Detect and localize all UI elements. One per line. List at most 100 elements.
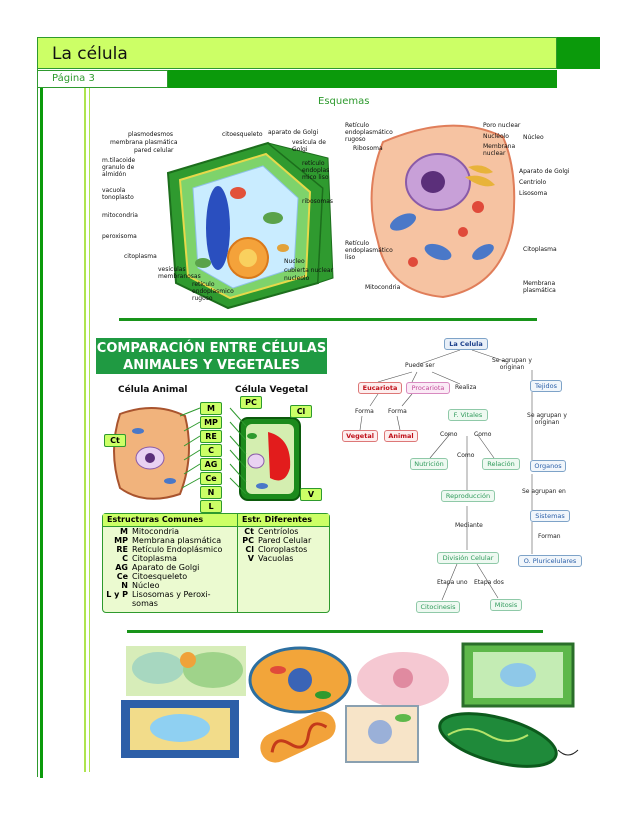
row-name: Pared Celular — [258, 536, 312, 545]
node-division-celular: División Celular — [437, 552, 499, 564]
collage-plant-cell-blue — [121, 700, 239, 758]
table-row: V Vacuolas — [240, 554, 294, 563]
label-membranosas: membranosas — [158, 273, 201, 280]
table-row: PC Pared Celular — [240, 536, 311, 545]
label-etapa-dos: Etapa dos — [474, 579, 504, 586]
label-se-agrupan-originan: Se agrupan y originan — [492, 357, 532, 371]
box-ct: Ct — [104, 434, 126, 447]
label-vesiculas: vesículas — [158, 266, 186, 273]
node-tejidos: Tejidos — [530, 380, 562, 392]
row-name: Núcleo — [132, 581, 160, 590]
animal-cell-diagram: Retículo endoplasmático rugoso Ribosoma … — [343, 112, 570, 302]
label-centriolo: Centriolo — [519, 179, 547, 186]
node-sistemas: Sistemas — [530, 510, 570, 522]
label-membrana-plasmatica-1: Membrana — [523, 280, 556, 287]
label-mediante: Mediante — [455, 522, 483, 529]
label-mitocondria: mitocondria — [102, 212, 138, 219]
box-pc: PC — [240, 396, 262, 409]
label-membrana-nuclear-1: Membrana — [483, 143, 516, 150]
structures-table: Estructuras Comunes Estr. Diferentes — [102, 513, 330, 613]
node-reproduccion: Reproducción — [441, 490, 495, 502]
box-mp: MP — [200, 416, 222, 429]
label-forma-1: Forma — [355, 408, 374, 415]
row-abbr: Ce — [116, 572, 128, 581]
label-ribosomas: ribosomas — [302, 198, 334, 205]
row-name: Cloroplastos — [258, 545, 308, 554]
row-name: Vacuolas — [258, 554, 294, 563]
table-row: RE Retículo Endoplásmico — [104, 545, 222, 554]
row-name: somas — [132, 599, 158, 608]
label-mico-liso: mico liso — [302, 174, 329, 181]
margin-rule-thin — [89, 88, 90, 772]
table-row: C Citoplasma — [104, 554, 177, 563]
concept-map-connectors — [359, 349, 533, 601]
label-como-3: Como — [457, 452, 475, 459]
label-vesicula-de: vesícula de — [292, 139, 326, 146]
common-header: Estructuras Comunes — [103, 514, 238, 527]
node-procariota: Procariota — [406, 382, 450, 394]
label-vacuola: vacuola — [102, 187, 126, 194]
label-ribosoma: Ribosoma — [353, 145, 383, 152]
cell-image-collage — [121, 642, 579, 768]
section-divider-2 — [127, 630, 543, 633]
row-abbr: C — [122, 554, 128, 563]
row-abbr: RE — [116, 545, 128, 554]
node-animal: Animal — [384, 430, 418, 442]
label-puede-ser: Puede ser — [405, 362, 435, 369]
table-row: Cl Cloroplastos — [240, 545, 307, 554]
label-ret-rugoso-2: endoplasmático — [345, 129, 393, 136]
label-se-agrupan-en: Se agrupan en — [522, 488, 566, 495]
plant-cell-label: Célula Vegetal — [235, 385, 309, 395]
collage-plant-cell-green — [461, 642, 575, 708]
label-citoplasma: citoplasma — [124, 253, 157, 260]
page-number: Página 3 — [52, 73, 95, 84]
row-name: Citoesqueleto — [132, 572, 188, 581]
node-la-celula: La Celula — [444, 338, 488, 350]
box-n: N — [200, 486, 222, 499]
box-l: L — [200, 500, 222, 513]
label-etapa-uno: Etapa uno — [437, 579, 468, 586]
label-reticulo-rugoso-3: rugoso — [192, 295, 213, 302]
section-heading: Esquemas — [318, 96, 370, 107]
animal-cell-illustration — [370, 124, 516, 299]
box-re: RE — [200, 430, 222, 443]
page-number-box: Página 3 — [37, 70, 168, 88]
margin-rule — [84, 88, 86, 772]
box-c: C — [200, 444, 222, 457]
collage-plant-cells-top-left — [126, 646, 246, 696]
table-row: Ce Citoesqueleto — [104, 572, 187, 581]
label-reticulo: retículo — [302, 160, 325, 167]
label-lisosoma: Lisosoma — [519, 190, 548, 197]
label-poro-nuclear: Poro nuclear — [483, 122, 521, 129]
box-v: V — [300, 488, 322, 501]
label-membrana-plasmatica-2: plasmática — [523, 287, 556, 294]
collage-animal-cell-top — [248, 646, 352, 714]
diff-header: Estr. Diferentes — [238, 514, 329, 527]
label-como-1: Como — [440, 431, 458, 438]
label-se-agrupan-originan-2: Se agrupan y originan — [527, 412, 567, 426]
comparison-title-line1: COMPARACIÓN ENTRE CÉLULAS — [96, 341, 327, 356]
node-o-pluricelulares: O. Pluricelulares — [518, 555, 582, 567]
node-citocinesis: Citocinesis — [416, 601, 460, 613]
comparison-title-line2: ANIMALES Y VEGETALES — [123, 358, 300, 373]
label-almidon: almidón — [102, 171, 127, 178]
label-ret-rugoso-3: rugoso — [345, 136, 366, 143]
label-como-2: Como — [474, 431, 492, 438]
collage-bacterium — [438, 712, 579, 768]
node-f-vitales: F. Vitales — [448, 409, 488, 421]
label-forman: Forman — [538, 533, 561, 540]
label-pared-celular: pared celular — [134, 147, 174, 154]
collage-plant-cell-bottom — [345, 705, 419, 763]
node-organos: Organos — [530, 460, 566, 472]
row-name: Citoplasma — [132, 554, 177, 563]
label-granulo: granulo de — [102, 164, 135, 171]
table-row: M Mitocondria — [104, 527, 179, 536]
row-abbr: V — [247, 554, 254, 563]
comparison-cells-illustration — [113, 406, 301, 501]
plant-cell-illustration — [166, 141, 334, 310]
node-relacion: Relación — [482, 458, 520, 470]
label-ret-liso-3: liso — [345, 254, 356, 261]
collage-animal-cell-pink — [357, 652, 449, 708]
row-abbr: Ct — [244, 527, 254, 536]
label-nucleolo: nucleolo — [284, 275, 310, 282]
